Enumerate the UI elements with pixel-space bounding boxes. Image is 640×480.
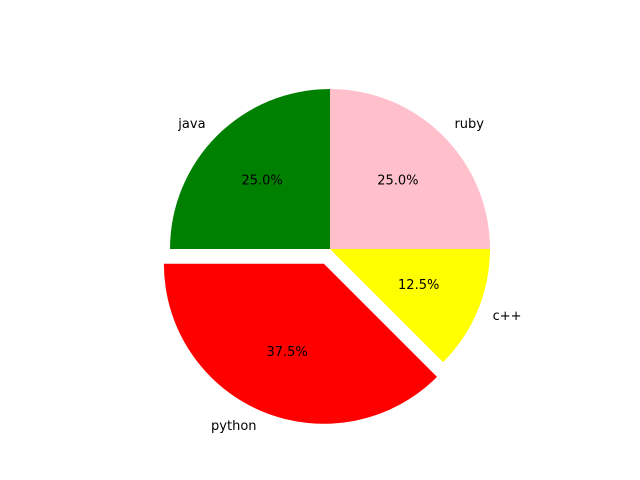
- pie-percent-label: 25.0%: [377, 174, 418, 189]
- pie-category-label: ruby: [454, 117, 484, 132]
- pie-slice-ruby: [330, 89, 490, 249]
- pie-percent-label: 37.5%: [266, 345, 307, 360]
- pie-slice-java: [170, 89, 330, 249]
- pie-category-label: java: [177, 117, 205, 132]
- pie-percent-label: 12.5%: [398, 278, 439, 293]
- pie-percent-label: 25.0%: [241, 174, 282, 189]
- pie-category-label: c++: [493, 309, 522, 324]
- labels-layer: 37.5% python 12.5% c++ 25.0% ruby 25.0% java: [177, 117, 521, 434]
- pie-slice-python: [163, 263, 438, 424]
- slices-layer: [163, 89, 490, 424]
- pie-slice-cplus: [330, 249, 490, 363]
- pie-category-label: python: [211, 419, 256, 434]
